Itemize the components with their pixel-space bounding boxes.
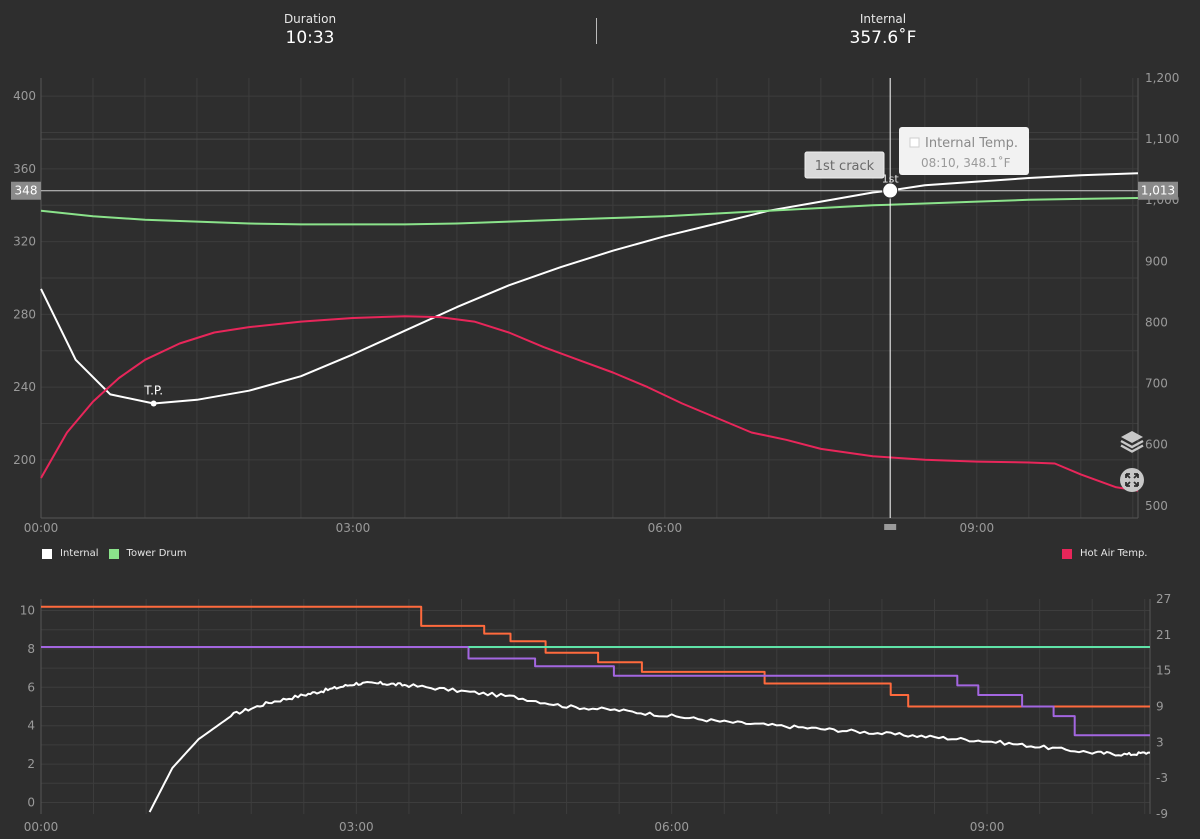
duration-value: 10:33 [285, 28, 335, 48]
series-line-internal [40, 172, 1139, 405]
event-label-box [804, 151, 885, 179]
y-left-tick-label: 0 [27, 795, 35, 809]
legend-swatch-drum [108, 548, 119, 559]
internal-label: Internal [859, 12, 907, 26]
legend-label-hotair: Hot Air Temp. [1080, 548, 1148, 559]
y-left-tick-label: 280 [13, 307, 36, 321]
legend-item-hotair[interactable]: Hot Air Temp. [1062, 548, 1147, 559]
y-left-tick-label: 360 [13, 162, 36, 176]
header-divider [596, 18, 597, 44]
crosshair-left-value: 348 [15, 184, 38, 198]
y-right-tick-label: 27 [1156, 592, 1171, 606]
y-right-tick-label: 500 [1145, 499, 1168, 513]
y-right-tick-label: 900 [1145, 254, 1168, 268]
header: Duration 10:33 Internal 357.6˚F [0, 0, 1200, 60]
y-left-tick-label: 4 [27, 719, 35, 733]
event-label: 1st crack [815, 159, 875, 174]
crosshair-x-handle [884, 524, 897, 530]
y-right-tick-label: 9 [1156, 700, 1164, 714]
internal-value: 357.6˚F [849, 28, 917, 48]
y-left-tick-label: 6 [27, 680, 35, 694]
fullscreen-icon[interactable] [1119, 467, 1145, 493]
tooltip-swatch [909, 137, 920, 148]
crosshair-right-value: 1,013 [1141, 184, 1175, 198]
y-right-tick-label: -3 [1156, 771, 1168, 785]
series-line-tower-drum [40, 197, 1139, 226]
y-right-tick-label: 21 [1156, 628, 1171, 642]
y-left-tick-label: 8 [27, 642, 35, 656]
turning-point-label: T.P. [143, 383, 163, 397]
legend-swatch-hotair [1062, 548, 1072, 559]
y-left-tick-label: 400 [13, 89, 36, 103]
legend-item-drum[interactable]: Tower Drum [108, 548, 187, 559]
y-right-tick-label: 15 [1156, 664, 1171, 678]
main-chart[interactable]: 4003603202802402001,2001,1001,0009008007… [0, 0, 1200, 540]
series-line-hot-air-temp- [40, 315, 1139, 492]
legend-swatch-internal [42, 548, 52, 559]
x-tick-label: 00:00 [24, 521, 59, 535]
tooltip-box [899, 127, 1029, 175]
x-tick-label: 00:00 [24, 820, 59, 834]
main-overlay: T.P. 348 1,013 1st 1st crack Internal Temp. 08… [11, 78, 1178, 530]
y-left-tick-label: 200 [13, 453, 36, 467]
x-tick-label: 09:00 [960, 521, 995, 535]
secondary-series-line [41, 605, 1150, 708]
legend-label-internal: Internal [60, 548, 99, 559]
y-left-tick-label: 2 [27, 757, 35, 771]
tooltip-title: Internal Temp. [925, 136, 1018, 151]
secondary-grid [40, 599, 1151, 814]
y-right-tick-label: 3 [1156, 735, 1164, 749]
crosshair-point [882, 182, 899, 199]
y-right-tick-label: 700 [1145, 377, 1168, 391]
x-tick-label: 03:00 [336, 521, 371, 535]
x-tick-label: 03:00 [339, 820, 374, 834]
secondary-ticks: 10 8 6 4 2 0 27 21 15 9 3 -3 -9 00:00 03:00 06:00 09:00 [20, 592, 1172, 834]
y-right-tick-label: 1,200 [1145, 71, 1179, 85]
secondary-series-line [148, 680, 1150, 813]
legend-left: Internal Tower Drum [42, 548, 197, 559]
event-short-label: 1st [882, 173, 900, 186]
secondary-series-line [41, 646, 1150, 737]
internal-stat: Internal 357.6˚F [733, 12, 1033, 48]
main-series [40, 172, 1139, 492]
turning-point-marker [150, 400, 157, 407]
legend-right: Hot Air Temp. [1062, 548, 1157, 559]
tooltip-value: 08:10, 348.1˚F [921, 155, 1011, 170]
x-tick-label: 09:00 [970, 820, 1005, 834]
crosshair-right-badge [1138, 181, 1178, 200]
duration-label: Duration [283, 12, 337, 26]
legend-item-internal[interactable]: Internal [42, 548, 99, 559]
crosshair-left-badge [11, 181, 41, 200]
secondary-series [41, 605, 1150, 813]
layers-icon[interactable] [1119, 428, 1145, 454]
y-right-tick-label: 800 [1145, 315, 1168, 329]
x-tick-label: 06:00 [654, 820, 689, 834]
legend-label-drum: Tower Drum [126, 548, 187, 559]
secondary-chart[interactable]: 10 8 6 4 2 0 27 21 15 9 3 -3 -9 00:00 03:00 06:00 09:00 [0, 589, 1200, 839]
y-right-tick-label: 1,100 [1145, 132, 1179, 146]
duration-stat: Duration 10:33 [160, 12, 460, 48]
y-left-tick-label: 240 [13, 380, 36, 394]
y-right-tick-label: -9 [1156, 807, 1168, 821]
main-ticks: 4003603202802402001,2001,1001,0009008007… [13, 71, 1179, 535]
y-left-tick-label: 10 [20, 604, 35, 618]
y-right-tick-label: 600 [1145, 438, 1168, 452]
x-tick-label: 06:00 [648, 521, 683, 535]
y-left-tick-label: 320 [13, 235, 36, 249]
